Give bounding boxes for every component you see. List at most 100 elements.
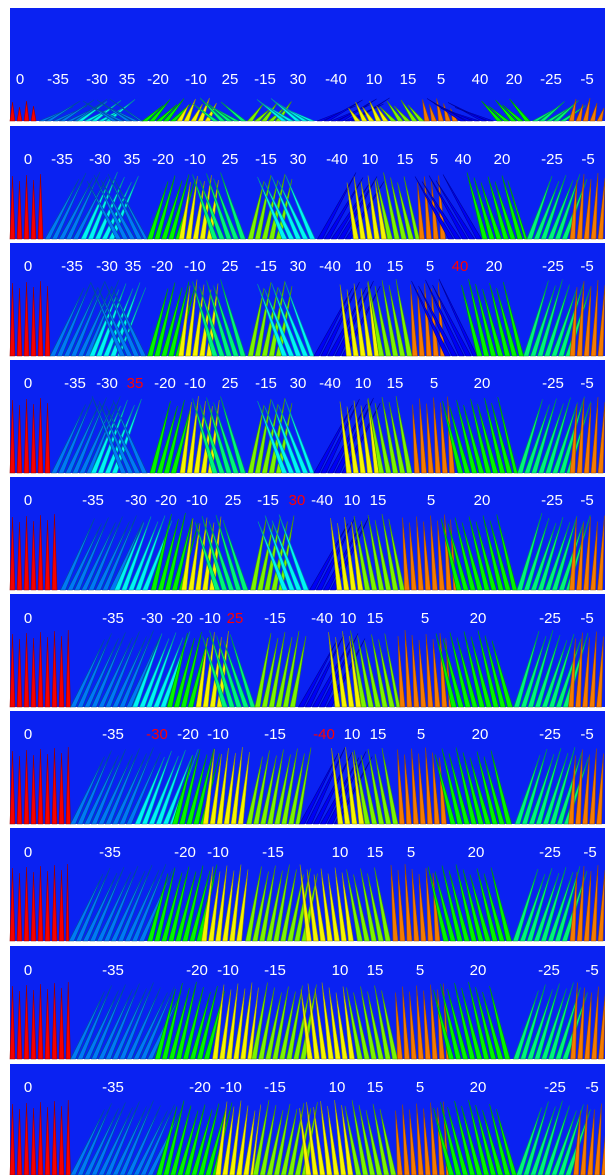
grain-angle-label: -5	[580, 610, 593, 627]
grain-angle-label: 35	[127, 375, 144, 392]
grain-angle-label: 5	[430, 151, 438, 168]
grain-angle-label: 30	[290, 375, 307, 392]
grain-angle-label: 25	[222, 375, 239, 392]
grain-angle-label: 10	[355, 375, 372, 392]
grain-angle-label: -35	[47, 71, 69, 88]
grain-angle-label: 5	[430, 375, 438, 392]
grain-angle-label: 20	[472, 726, 489, 743]
grain-angle-label: 30	[290, 71, 307, 88]
grain-angle-label: -25	[542, 375, 564, 392]
grain-angle-label: -20	[147, 71, 169, 88]
grain-angle-label: -35	[61, 258, 83, 275]
grain-angle-label: -20	[152, 151, 174, 168]
grain-angle-label: -15	[254, 71, 276, 88]
grain-angle-label: 20	[470, 610, 487, 627]
grain-angle-label: 0	[24, 610, 32, 627]
grain-angle-label: 20	[494, 151, 511, 168]
grain-angle-label: 0	[24, 844, 32, 861]
panel: 0-35-20-10-151015520-25-5	[10, 946, 605, 1059]
grain-angle-label: 20	[470, 1079, 487, 1096]
grain-angle-label: -5	[583, 844, 596, 861]
grain-angle-label: -5	[580, 492, 593, 509]
grain-angle-label: -30	[89, 151, 111, 168]
grain-angle-label: 25	[227, 610, 244, 627]
grain-angle-label: -10	[217, 962, 239, 979]
grain-angle-label: 10	[366, 71, 383, 88]
grain-angle-label: -10	[184, 258, 206, 275]
grain-angle-label: -10	[185, 71, 207, 88]
grain-angle-label: -10	[184, 151, 206, 168]
grain-angle-label: 15	[370, 726, 387, 743]
grain-angle-label: -20	[154, 375, 176, 392]
page: {"panels": [ {"labels": [{"text":"0"},{"…	[0, 0, 605, 1175]
grain-angle-label: -15	[262, 844, 284, 861]
grain-angle-label: 25	[225, 492, 242, 509]
grain-angle-label: 30	[290, 151, 307, 168]
grain-angle-label: -25	[539, 726, 561, 743]
grain-angle-label: 15	[387, 375, 404, 392]
grain-angle-label: -40	[325, 71, 347, 88]
grain-angle-label: -10	[207, 844, 229, 861]
grain-angle-label: -30	[96, 258, 118, 275]
grain-angle-label: -25	[539, 844, 561, 861]
grain-angle-label: 5	[427, 492, 435, 509]
grain-angle-label: -40	[313, 726, 335, 743]
grain-angle-label: 10	[340, 610, 357, 627]
grain-angle-label: -25	[542, 258, 564, 275]
grain-angle-label: -10	[186, 492, 208, 509]
grain-angle-label: 5	[407, 844, 415, 861]
grain-angle-label: -35	[102, 726, 124, 743]
grain-angle-label: -35	[64, 375, 86, 392]
grain-angle-label: -20	[174, 844, 196, 861]
panel: 0-35-20-10-151015520-25-5	[10, 828, 605, 941]
grain-angle-label: -20	[177, 726, 199, 743]
grain-angle-label: -15	[264, 726, 286, 743]
grain-angle-label: 15	[400, 71, 417, 88]
grain-angle-label: -10	[184, 375, 206, 392]
panel: 0-35-30-20-10-15-401015520-25-5	[10, 711, 605, 824]
grain-angle-label: 15	[387, 258, 404, 275]
grain-angle-label: 0	[24, 1079, 32, 1096]
grain-angle-label: -40	[319, 375, 341, 392]
grain-angle-label: -35	[102, 610, 124, 627]
grain-angle-label: 15	[367, 610, 384, 627]
grain-angle-label: -20	[189, 1079, 211, 1096]
grain-angle-label: -15	[257, 492, 279, 509]
grain-angle-label: -25	[539, 610, 561, 627]
grain-angle-label: -30	[96, 375, 118, 392]
grain-angle-label: -15	[255, 258, 277, 275]
grain-angle-label: -15	[264, 1079, 286, 1096]
grain-angle-label: 15	[370, 492, 387, 509]
grain-angle-label: 0	[16, 71, 24, 88]
grain-angle-label: 5	[421, 610, 429, 627]
panel: 0-35-3035-20-1025-1530-40101554020-25-5	[10, 126, 605, 239]
grain-angle-label: 40	[452, 258, 469, 275]
grain-angle-label: -35	[51, 151, 73, 168]
grain-angle-label: -20	[186, 962, 208, 979]
grain-angle-label: 5	[437, 71, 445, 88]
grain-angle-label: -15	[255, 151, 277, 168]
grain-angle-label: 30	[290, 258, 307, 275]
grain-angle-label: -5	[585, 1079, 598, 1096]
grain-angle-label: -40	[326, 151, 348, 168]
grain-angle-label: 35	[125, 258, 142, 275]
grain-angle-label: -25	[541, 151, 563, 168]
grain-angle-label: 0	[24, 962, 32, 979]
grain-angle-label: -35	[102, 962, 124, 979]
grain-angle-label: 15	[367, 844, 384, 861]
panel: 0-35-30-20-1025-15-401015520-25-5	[10, 594, 605, 707]
grain-angle-label: 40	[455, 151, 472, 168]
panel: 0-35-3035-20-1025-1530-40101554020-25-5	[10, 243, 605, 356]
grain-angle-label: 25	[222, 258, 239, 275]
grain-angle-label: 10	[344, 492, 361, 509]
grain-angle-label: 0	[24, 726, 32, 743]
grain-angle-label: 15	[397, 151, 414, 168]
grain-angle-label: 15	[367, 962, 384, 979]
grain-angle-label: -5	[585, 962, 598, 979]
grain-angle-label: 5	[416, 962, 424, 979]
grain-angle-label: 0	[24, 492, 32, 509]
grain-angle-label: -30	[141, 610, 163, 627]
grain-angle-label: 10	[344, 726, 361, 743]
grain-angle-label: -15	[264, 962, 286, 979]
